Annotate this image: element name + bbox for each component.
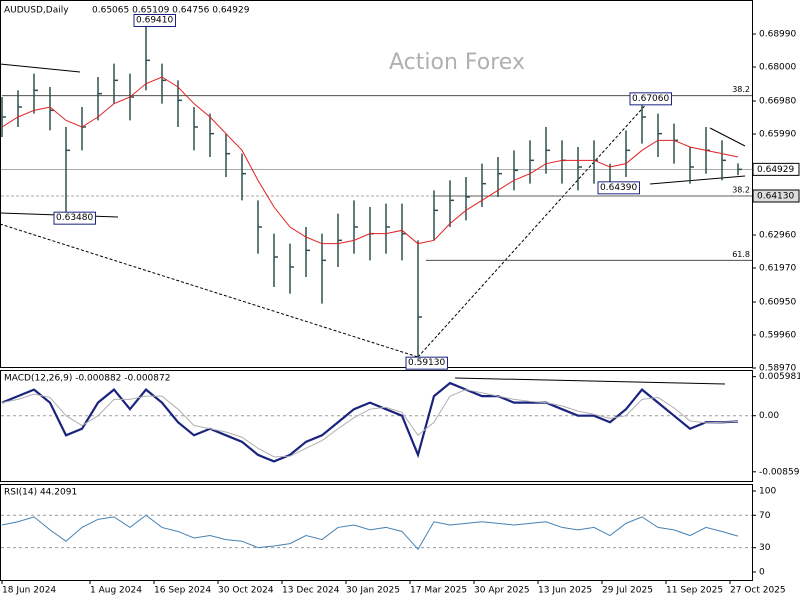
y-tick-label: 0.66980 [759, 97, 796, 107]
price-label-box [53, 211, 96, 225]
x-tick-label: 11 Sep 2025 [666, 586, 723, 596]
moving-average [1, 76, 739, 245]
y-tick-label: 0.65990 [759, 130, 796, 140]
y-tick-label: 0.60950 [759, 298, 796, 308]
price-label-box [597, 181, 640, 195]
rsi-panel [0, 484, 753, 581]
x-tick-label: 13 Jun 2025 [538, 586, 592, 596]
price-tag [752, 189, 800, 203]
x-tick-label: 27 Oct 2025 [730, 586, 786, 596]
trendlines [0, 63, 746, 385]
rsi-line [1, 514, 739, 551]
price-label-box [629, 92, 672, 106]
fib-label: 61.8 [732, 250, 750, 259]
signal-line [1, 389, 739, 458]
x-tick-label: 13 Dec 2024 [282, 586, 340, 596]
price-tag [752, 162, 800, 176]
y-tick-label: 70 [759, 511, 771, 521]
x-tick-label: 30 Oct 2024 [218, 586, 274, 596]
price-tag-label: 0.64929 [757, 165, 794, 175]
x-tick-label: 29 Jul 2025 [602, 586, 653, 596]
price-label: 0.69410 [136, 16, 173, 26]
price-label: 0.64390 [600, 183, 637, 193]
fib-label: 38.2 [732, 186, 750, 195]
price-label: 0.67060 [632, 94, 669, 104]
trendline [649, 175, 746, 185]
y-tick-label: 0.005981 [759, 372, 800, 382]
y-tick-label: 0.61970 [759, 264, 796, 274]
price-label-box [133, 14, 176, 27]
x-tick-label: 30 Jan 2025 [346, 586, 400, 596]
y-tick-label: 30 [759, 543, 771, 553]
trendline [709, 127, 746, 147]
y-tick-label: 0 [759, 567, 765, 577]
macd-line [1, 381, 739, 463]
y-tick-label: 0.00 [759, 411, 779, 421]
price-tag-label: 0.64130 [757, 192, 794, 202]
x-tick-label: 1 Aug 2024 [90, 586, 142, 596]
y-tick-label: -0.00859 [759, 467, 800, 477]
trendline [454, 377, 726, 385]
y-tick-label: 0.68000 [759, 63, 796, 73]
macd-panel [0, 370, 753, 482]
x-tick-label: 16 Sep 2024 [154, 586, 211, 596]
trendline [0, 63, 81, 73]
y-tick-label: 0.68990 [759, 30, 796, 40]
trendline [0, 223, 419, 358]
y-tick-label: 0.59960 [759, 331, 796, 341]
trendline [417, 99, 651, 358]
price-label: 0.59130 [408, 358, 445, 368]
x-tick-label: 18 Jun 2024 [2, 586, 56, 596]
symbol-title: AUDUSD,Daily [4, 6, 69, 16]
rsi-label: RSI(14) 44.2091 [4, 488, 77, 498]
y-tick-label: 0.58970 [759, 364, 796, 374]
fib-label: 38.2 [732, 85, 750, 94]
x-tick-label: 17 Mar 2025 [410, 586, 467, 596]
price-panel [0, 0, 753, 368]
x-tick-label: 30 Apr 2025 [474, 586, 530, 596]
price-label-box [405, 356, 448, 370]
watermark: Action Forex [389, 50, 525, 75]
price-label: 0.63480 [56, 213, 93, 223]
y-tick-label: 0.62960 [759, 231, 796, 241]
ohlc-text: 0.65065 0.65109 0.64756 0.64929 [92, 6, 250, 16]
y-tick-label: 100 [759, 486, 776, 496]
macd-label: MACD(12,26,9) -0.000882 -0.000872 [4, 374, 170, 384]
